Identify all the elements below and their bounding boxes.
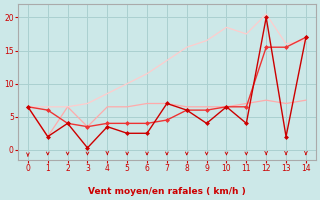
- X-axis label: Vent moyen/en rafales ( km/h ): Vent moyen/en rafales ( km/h ): [88, 187, 246, 196]
